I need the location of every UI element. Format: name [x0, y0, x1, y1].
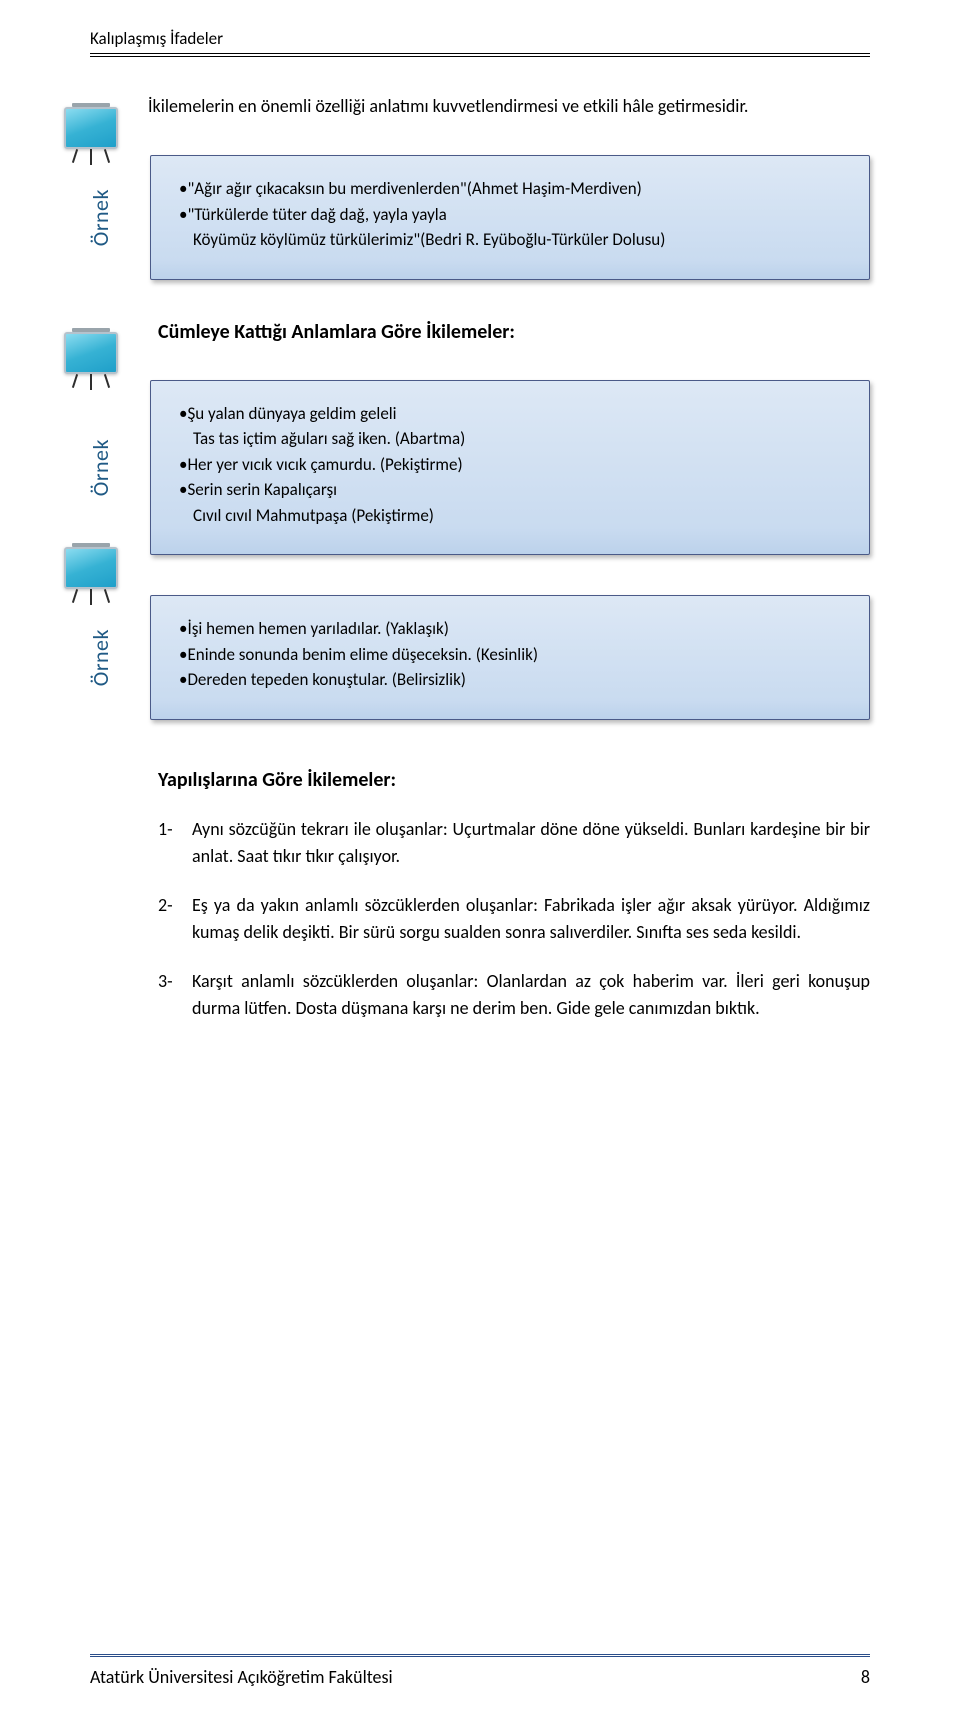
footer-rule-1 [90, 1654, 870, 1655]
card-line: Tas tas içtim ağuları sağ iken. (Abartma… [179, 426, 847, 452]
card-line: Köyümüz köylümüz türkülerimiz"(Bedri R. … [179, 227, 847, 253]
example-vertical-label: Örnek [87, 189, 114, 246]
page-footer: Atatürk Üniversitesi Açıköğretim Fakülte… [90, 1654, 870, 1688]
card-line: •Dereden tepeden konuştular. (Belirsizli… [179, 667, 847, 693]
subheading-cumleye: Cümleye Kattığı Anlamlara Göre İkilemele… [158, 320, 870, 344]
example-block: Örnek •"Ağır ağır çıkacaksın bu merdiven… [70, 155, 870, 280]
card-line: •Serin serin Kapalıçarşı [179, 477, 847, 503]
easel-icon [64, 332, 134, 392]
footer-right: 8 [861, 1666, 870, 1688]
numbered-list: 1- Aynı sözcüğün tekrarı ile oluşanlar: … [158, 816, 870, 1022]
intro-paragraph: İkilemelerin en önemli özelliği anlatımı… [90, 93, 870, 119]
card-line: •Her yer vıcık vıcık çamurdu. (Pekiştirm… [179, 452, 847, 478]
card-line: Cıvıl cıvıl Mahmutpaşa (Pekiştirme) [179, 503, 847, 529]
list-text: Aynı sözcüğün tekrarı ile oluşanlar: Uçu… [192, 816, 870, 870]
example-block: Örnek •Şu yalan dünyaya geldim geleli Ta… [70, 380, 870, 556]
list-number: 1- [158, 816, 192, 870]
list-item: 3- Karşıt anlamlı sözcüklerden oluşanlar… [158, 968, 870, 1022]
list-text: Eş ya da yakın anlamlı sözcüklerden oluş… [192, 892, 870, 946]
list-text: Karşıt anlamlı sözcüklerden oluşanlar: O… [192, 968, 870, 1022]
example-card: •İşi hemen hemen yarıladılar. (Yaklaşık)… [150, 595, 870, 720]
example-label-col: Örnek [70, 380, 130, 556]
list-number: 3- [158, 968, 192, 1022]
example-vertical-label: Örnek [87, 629, 114, 686]
card-line: •Eninde sonunda benim elime düşeceksin. … [179, 642, 847, 668]
card-line: •Şu yalan dünyaya geldim geleli [179, 401, 847, 427]
page-header: Kalıplaşmış İfadeler [0, 0, 960, 51]
header-rule-1 [90, 53, 870, 54]
list-item: 2- Eş ya da yakın anlamlı sözcüklerden o… [158, 892, 870, 946]
easel-icon [64, 547, 134, 607]
footer-row: Atatürk Üniversitesi Açıköğretim Fakülte… [90, 1658, 870, 1688]
example-card: •"Ağır ağır çıkacaksın bu merdivenlerden… [150, 155, 870, 280]
example-label-col: Örnek [70, 155, 130, 280]
card-line: •İşi hemen hemen yarıladılar. (Yaklaşık) [179, 616, 847, 642]
card-line: •"Türkülerde tüter dağ dağ, yayla yayla [179, 202, 847, 228]
footer-left: Atatürk Üniversitesi Açıköğretim Fakülte… [90, 1666, 393, 1688]
list-number: 2- [158, 892, 192, 946]
content-area: İkilemelerin en önemli özelliği anlatımı… [0, 57, 960, 1022]
footer-rule-2 [90, 1656, 870, 1657]
example-block: Örnek •İşi hemen hemen yarıladılar. (Yak… [70, 595, 870, 720]
example-card: •Şu yalan dünyaya geldim geleli Tas tas … [150, 380, 870, 556]
header-title: Kalıplaşmış İfadeler [90, 28, 223, 49]
subheading-yapil: Yapılışlarına Göre İkilemeler: [158, 768, 870, 792]
example-label-col: Örnek [70, 595, 130, 720]
list-item: 1- Aynı sözcüğün tekrarı ile oluşanlar: … [158, 816, 870, 870]
example-vertical-label: Örnek [87, 439, 114, 496]
card-line: •"Ağır ağır çıkacaksın bu merdivenlerden… [179, 176, 847, 202]
easel-icon [64, 107, 134, 167]
